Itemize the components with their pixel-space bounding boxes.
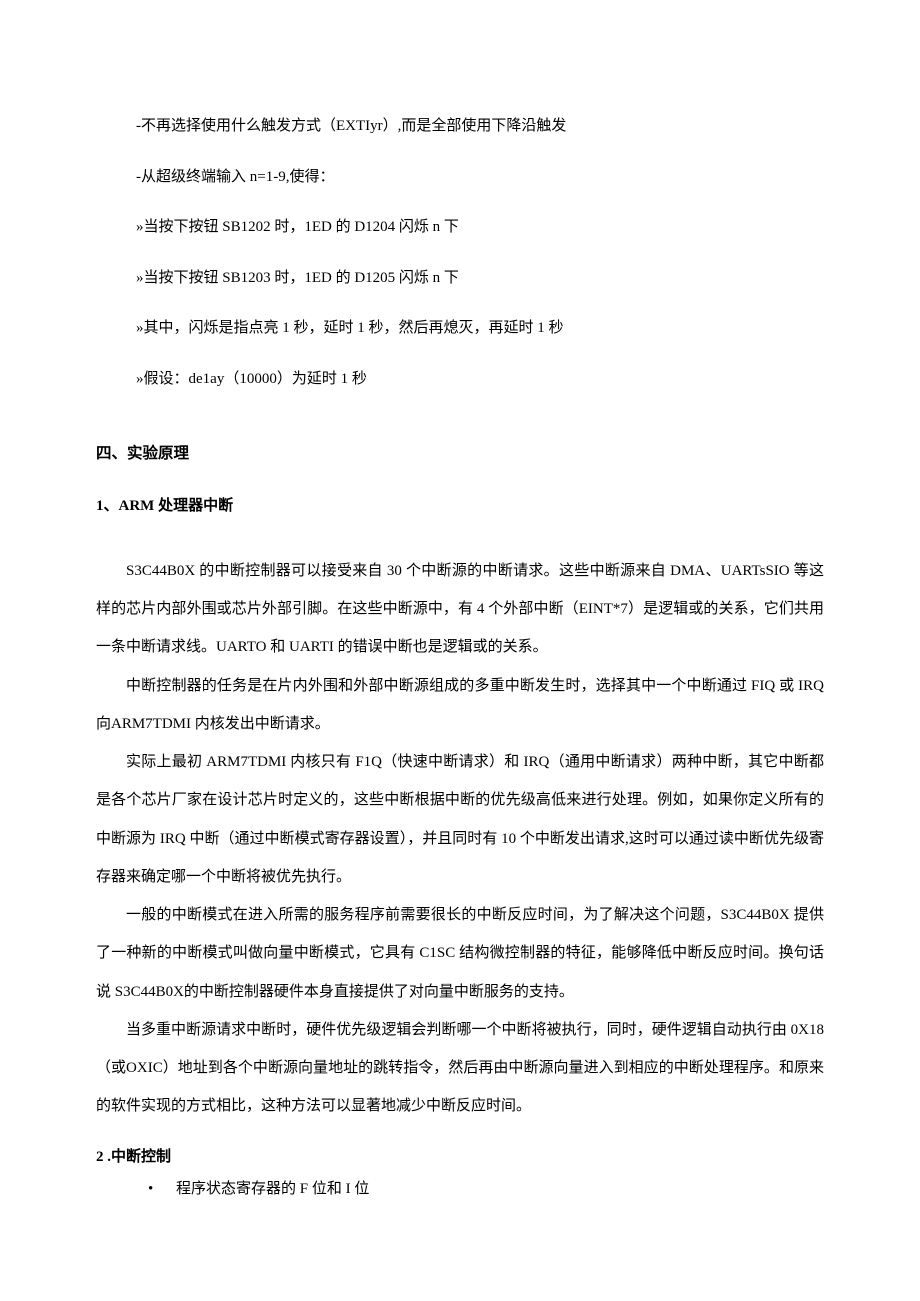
- intro-list: -不再选择使用什么触发方式（EXTIyr）,而是全部使用下降沿触发 -从超级终端…: [96, 115, 824, 390]
- subsection-1-heading: 1、ARM 处理器中断: [96, 495, 824, 518]
- intro-item-4: »当按下按钮 SB1203 时，1ED 的 D1205 闪烁 n 下: [96, 267, 824, 290]
- intro-item-6: »假设：de1ay（10000）为延时 1 秒: [96, 368, 824, 391]
- bullet-item-1: •程序状态寄存器的 F 位和 I 位: [96, 1178, 824, 1201]
- paragraph-2: 中断控制器的任务是在片内外围和外部中断源组成的多重中断发生时，选择其中一个中断通…: [96, 667, 824, 744]
- bullet-text-1: 程序状态寄存器的 F 位和 I 位: [176, 1181, 369, 1197]
- subsection-2-heading: 2 .中断控制: [96, 1146, 824, 1169]
- intro-item-5: »其中，闪烁是指点亮 1 秒，延时 1 秒，然后再熄灭，再延时 1 秒: [96, 317, 824, 340]
- paragraph-4: 一般的中断模式在进入所需的服务程序前需要很长的中断反应时间，为了解决这个问题，S…: [96, 896, 824, 1011]
- intro-item-3: »当按下按钮 SB1202 时，1ED 的 D1204 闪烁 n 下: [96, 216, 824, 239]
- paragraph-1: S3C44B0X 的中断控制器可以接受来自 30 个中断源的中断请求。这些中断源…: [96, 552, 824, 667]
- intro-item-2: -从超级终端输入 n=1-9,使得：: [96, 166, 824, 189]
- paragraph-3: 实际上最初 ARM7TDMI 内核只有 F1Q（快速中断请求）和 IRQ（通用中…: [96, 743, 824, 896]
- bullet-dot-icon: •: [148, 1178, 176, 1201]
- intro-item-1: -不再选择使用什么触发方式（EXTIyr）,而是全部使用下降沿触发: [96, 115, 824, 138]
- section-4-heading: 四、实验原理: [96, 442, 824, 465]
- paragraph-5: 当多重中断源请求中断时，硬件优先级逻辑会判断哪一个中断将被执行，同时，硬件逻辑自…: [96, 1011, 824, 1126]
